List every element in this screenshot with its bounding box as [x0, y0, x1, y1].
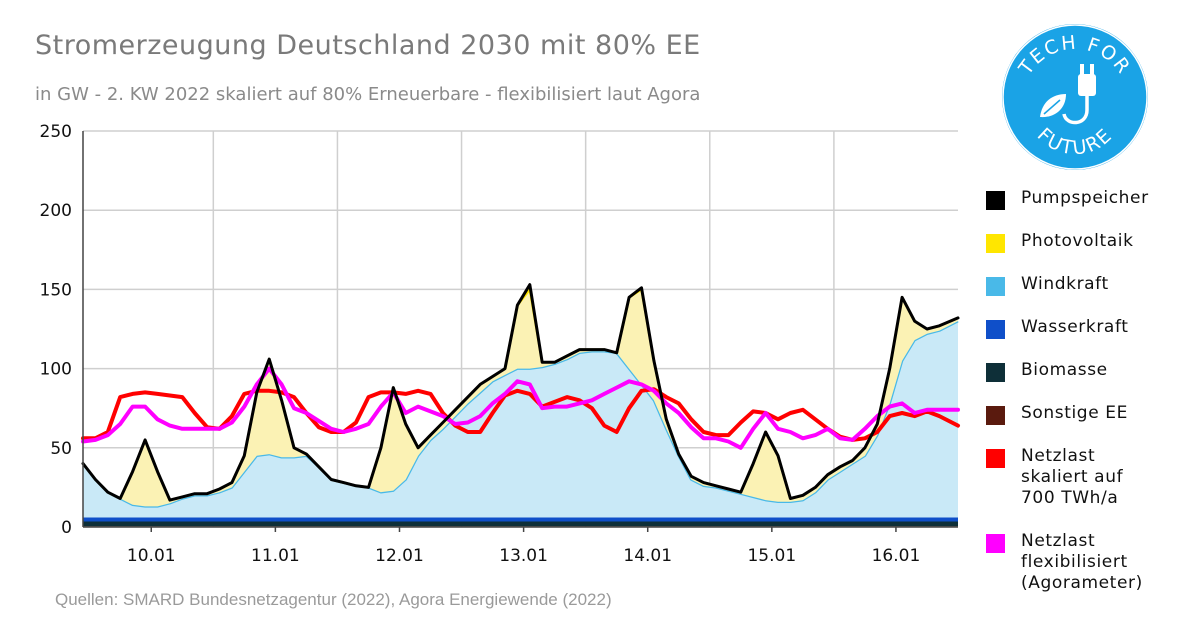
legend-label: Netzlast skaliert auf 700 TWh/a	[1021, 446, 1124, 508]
legend-item: Netzlast skaliert auf 700 TWh/a	[986, 446, 1123, 509]
line-pumpspeicher	[81, 283, 960, 502]
y-tick-label: 0	[61, 518, 72, 538]
legend-item: Sonstige EE	[986, 403, 1128, 425]
legend-item: Netzlast flexibilisiert (Agorameter)	[986, 531, 1143, 594]
legend-swatch	[986, 406, 1005, 425]
tech-for-future-logo: TECH FOR FUTURE	[1000, 22, 1150, 176]
area-biomasse	[83, 521, 958, 527]
legend-item: Pumpspeicher	[986, 188, 1149, 210]
legend-label: Sonstige EE	[1021, 403, 1128, 423]
legend-label: Netzlast flexibilisiert (Agorameter)	[1021, 531, 1143, 593]
legend-swatch	[986, 449, 1005, 468]
area-windkraft	[83, 321, 958, 518]
x-tick-label: 11.01	[251, 546, 300, 566]
legend-swatch	[986, 277, 1005, 296]
legend-item: Photovoltaik	[986, 231, 1134, 253]
x-tick-label: 16.01	[872, 546, 921, 566]
source-note: Quellen: SMARD Bundesnetzagentur (2022),…	[55, 590, 612, 609]
line-netzlast-skaliert-auf-700-twh-a	[81, 387, 960, 442]
x-tick-label: 12.01	[375, 546, 424, 566]
axes: 0 50 100 150 200 250 10.01 11.01 12.01 13.01 14.01…	[40, 122, 958, 566]
legend-label: Biomasse	[1021, 360, 1108, 380]
legend-swatch	[986, 234, 1005, 253]
legend-item: Wasserkraft	[986, 317, 1129, 339]
legend-label: Windkraft	[1021, 274, 1109, 294]
y-tick-label: 150	[40, 280, 72, 300]
legend-label: Pumpspeicher	[1021, 188, 1149, 208]
chart-plot: 0 50 100 150 200 250 10.01 11.01 12.01 13.01 14.01…	[40, 122, 960, 566]
y-tick-label: 100	[40, 360, 72, 380]
y-tick-label: 200	[40, 201, 72, 221]
legend-swatch	[986, 363, 1005, 382]
legend-swatch	[986, 191, 1005, 210]
area-wasserkraft	[83, 517, 958, 522]
y-tick-label: 250	[40, 122, 72, 142]
x-tick-label: 15.01	[747, 546, 796, 566]
legend-swatch	[986, 320, 1005, 339]
chart-subtitle: in GW - 2. KW 2022 skaliert auf 80% Erne…	[35, 84, 701, 105]
leaf-plug-icon	[1040, 64, 1096, 125]
x-tick-label: 10.01	[127, 546, 176, 566]
y-tick-label: 50	[50, 439, 72, 459]
legend-label: Wasserkraft	[1021, 317, 1129, 337]
x-tick-label: 13.01	[499, 546, 548, 566]
chart-title: Stromerzeugung Deutschland 2030 mit 80% …	[35, 30, 701, 61]
series-lines	[81, 283, 960, 502]
legend-swatch	[986, 534, 1005, 553]
legend-item: Windkraft	[986, 274, 1109, 296]
x-tick-label: 14.01	[623, 546, 672, 566]
legend-item: Biomasse	[986, 360, 1108, 382]
line-netzlast-flexibilisiert-agorameter-	[81, 366, 960, 450]
legend-label: Photovoltaik	[1021, 231, 1134, 251]
